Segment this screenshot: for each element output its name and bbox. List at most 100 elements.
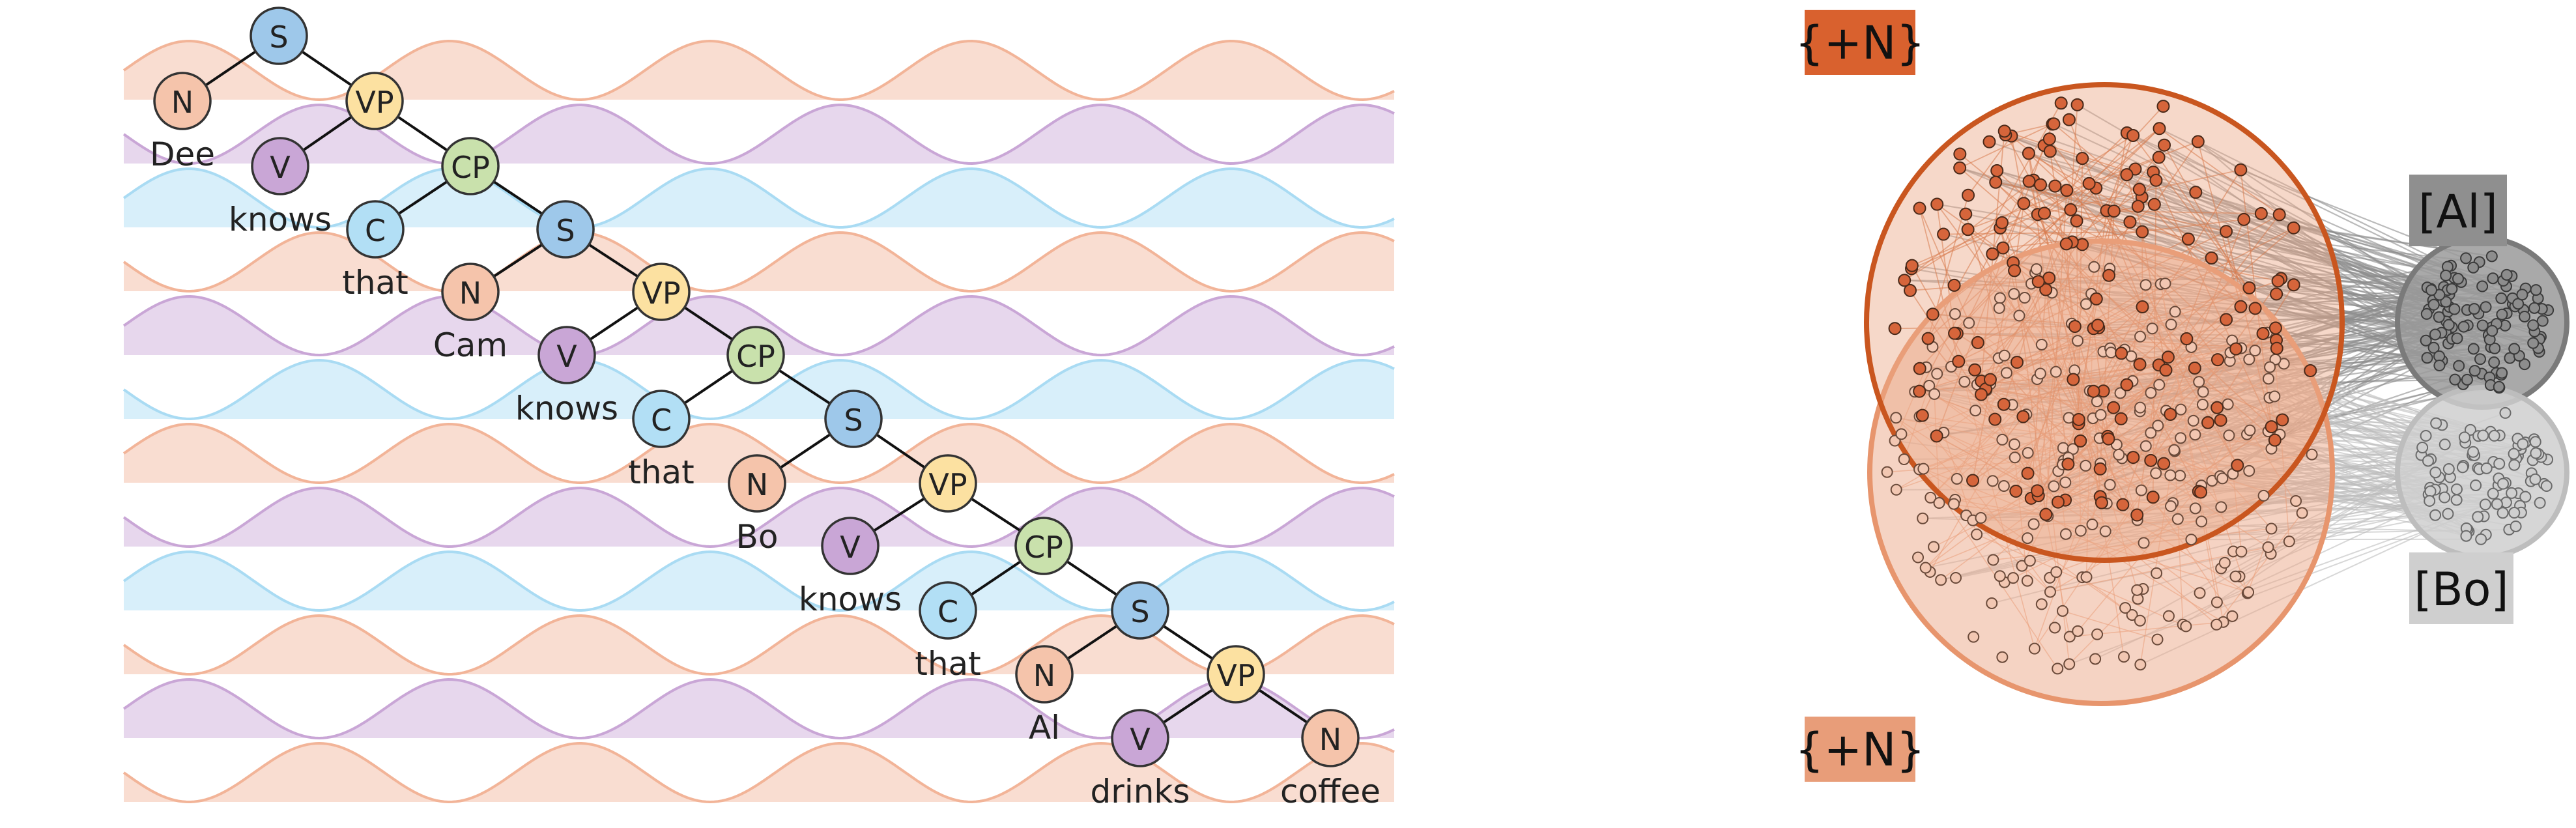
neuron (1962, 188, 1975, 202)
neuron (2442, 507, 2454, 520)
node-circle (726, 326, 785, 384)
neuron (2082, 177, 2096, 190)
neuron (2087, 384, 2100, 398)
neuron (2467, 343, 2480, 355)
band-wave (122, 231, 1395, 293)
neuron (2458, 431, 2470, 444)
neuron (2086, 519, 2098, 531)
neuron (2420, 334, 2432, 347)
neuron (2242, 586, 2255, 599)
neuron (2470, 479, 2482, 492)
neuron (2448, 303, 2461, 315)
label-bo-text: [Bo] (2414, 563, 2508, 616)
tree-node-v3: V (821, 517, 880, 575)
neuron (2439, 491, 2451, 504)
neuron (2131, 199, 2145, 213)
neuron (1930, 197, 1944, 211)
neuron (2508, 343, 2521, 355)
neuron (1989, 175, 2003, 189)
neuron (2223, 429, 2235, 442)
neuron (2042, 271, 2056, 285)
neuron (2268, 390, 2281, 403)
tree-node-v2: V (537, 326, 596, 384)
label-bottom-plus-n: {+N} (1795, 717, 1925, 782)
neuron (2126, 608, 2138, 621)
neuron (2467, 261, 2480, 274)
neuron (1898, 453, 1910, 466)
label-top-plus-n-text: {+N} (1795, 16, 1925, 70)
neuron (1895, 428, 1908, 440)
tree-node-c2: C (632, 390, 691, 448)
neuron (2427, 298, 2440, 311)
neuron (2218, 556, 2231, 569)
node-label: N (1033, 658, 1055, 693)
neuron (2527, 319, 2540, 332)
node-circle (441, 263, 500, 321)
neuron (2460, 530, 2472, 542)
neuron (2136, 225, 2149, 238)
neuron (1975, 512, 1987, 524)
neuron (2449, 373, 2461, 386)
neuron (2022, 147, 2035, 160)
neuron (2205, 251, 2218, 264)
band-wave (122, 103, 1395, 165)
neuron (2249, 345, 2261, 357)
neuron (2054, 96, 2068, 110)
neuron (2165, 319, 2177, 331)
link-local (1959, 123, 2053, 169)
neuron (2188, 362, 2201, 375)
neuron (2072, 335, 2084, 347)
neuron (2256, 327, 2270, 341)
neuron (1925, 491, 1937, 504)
neuron (2433, 311, 2445, 323)
node-label: S (844, 403, 863, 438)
tree-node-cp3: CP (1014, 517, 1073, 575)
neuron (2028, 642, 2040, 655)
neuron (1986, 475, 1999, 487)
neuron (2063, 631, 2076, 643)
link-local (2158, 128, 2280, 216)
neuron (2162, 610, 2175, 622)
neuron (2093, 462, 2107, 476)
neuron (2248, 302, 2262, 315)
band-wave (122, 358, 1395, 421)
band-fill (124, 488, 1394, 547)
neuron (2304, 364, 2317, 377)
neuron (2138, 537, 2150, 549)
tree-node-s4: S (1111, 581, 1169, 640)
neuron (2479, 498, 2491, 511)
neuron (2433, 359, 2446, 371)
tree-node-vp3: VP (919, 454, 977, 513)
neuron (2034, 178, 2048, 192)
neuron (2169, 306, 2181, 318)
tree-node-n4: N (1015, 645, 1074, 704)
neuron (2508, 448, 2520, 460)
node-label: C (937, 594, 958, 629)
link-al (2155, 179, 2448, 313)
band-wave (122, 678, 1395, 740)
neuron (2220, 313, 2233, 326)
tree-node-vp2: VP (632, 263, 691, 321)
neuron (2049, 621, 2061, 634)
neuron (2061, 457, 2075, 471)
node-label: S (269, 20, 288, 55)
word-drinks: drinks (1091, 773, 1190, 810)
neuron (2424, 485, 2437, 498)
neuron (1969, 405, 1982, 417)
node-label: CP (736, 339, 775, 374)
neuron (2276, 413, 2289, 427)
node-label: N (171, 85, 193, 120)
neuron (2486, 324, 2498, 337)
neuron (1982, 135, 1996, 149)
neuron (2215, 501, 2227, 513)
neuron (2008, 288, 2020, 300)
tree-node-vp1: VP (345, 72, 404, 130)
neuron (1905, 259, 1919, 272)
neuron (2119, 602, 2132, 614)
neuron (2442, 463, 2455, 476)
neuron (2540, 480, 2553, 493)
neuron (1923, 380, 1936, 392)
neuron (2056, 605, 2068, 617)
neuron (2027, 518, 2040, 530)
neuron (2037, 207, 2051, 220)
